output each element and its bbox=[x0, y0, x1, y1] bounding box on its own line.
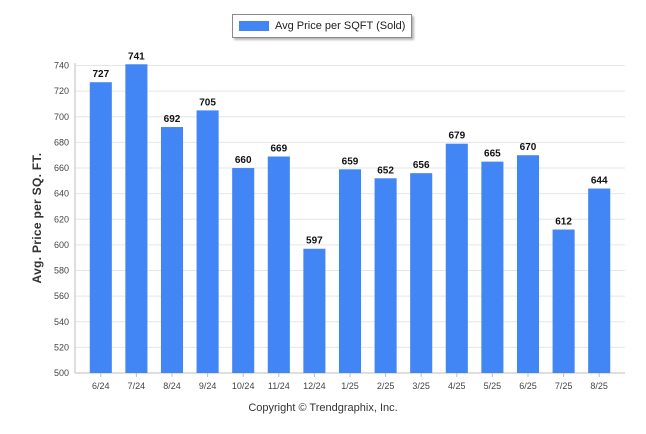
y-tick-label: 540 bbox=[54, 317, 69, 327]
x-tick-label: 11/24 bbox=[268, 381, 290, 391]
bar-value-label: 660 bbox=[235, 155, 252, 166]
bar-value-label: 669 bbox=[270, 144, 287, 155]
y-tick-label: 680 bbox=[54, 137, 69, 147]
x-tick-label: 3/25 bbox=[412, 381, 430, 391]
x-tick-label: 8/24 bbox=[163, 381, 181, 391]
bar bbox=[160, 127, 184, 373]
x-tick-label: 7/24 bbox=[128, 381, 146, 391]
x-tick-label: 6/24 bbox=[92, 381, 110, 391]
x-tick-label: 10/24 bbox=[232, 381, 255, 391]
x-tick-label: 2/25 bbox=[377, 381, 395, 391]
bar bbox=[196, 110, 219, 373]
bar-value-label: 652 bbox=[377, 165, 394, 176]
bar-value-label: 659 bbox=[342, 156, 359, 167]
bar bbox=[552, 229, 575, 373]
bar-value-label: 692 bbox=[164, 114, 181, 125]
y-tick-label: 660 bbox=[54, 163, 69, 173]
bar-value-label: 670 bbox=[520, 142, 537, 153]
x-tick-label: 7/25 bbox=[555, 381, 573, 391]
bar bbox=[232, 168, 255, 373]
y-tick-label: 560 bbox=[54, 291, 69, 301]
legend-label: Avg Price per SQFT (Sold) bbox=[275, 20, 406, 32]
y-tick-label: 620 bbox=[54, 214, 69, 224]
y-tick-label: 740 bbox=[54, 61, 69, 71]
x-tick-label: 4/25 bbox=[448, 381, 466, 391]
bar-value-label: 705 bbox=[199, 97, 216, 108]
x-tick-label: 8/25 bbox=[590, 381, 608, 391]
bar bbox=[445, 143, 468, 373]
chart-legend: Avg Price per SQFT (Sold) bbox=[232, 14, 412, 38]
y-tick-label: 520 bbox=[54, 342, 69, 352]
bar bbox=[588, 188, 611, 373]
x-tick-label: 1/25 bbox=[341, 381, 359, 391]
bar-value-label: 665 bbox=[484, 149, 501, 160]
bar bbox=[338, 169, 362, 373]
bar bbox=[410, 173, 433, 373]
bar bbox=[125, 64, 148, 373]
legend-swatch bbox=[239, 21, 269, 31]
bar-value-label: 679 bbox=[448, 131, 465, 142]
y-tick-label: 700 bbox=[54, 112, 69, 122]
y-tick-label: 600 bbox=[54, 240, 69, 250]
y-tick-label: 500 bbox=[54, 368, 69, 378]
bar bbox=[89, 82, 112, 373]
bar bbox=[481, 161, 504, 373]
y-tick-label: 580 bbox=[54, 266, 69, 276]
bar bbox=[267, 156, 290, 373]
bar-value-label: 597 bbox=[306, 236, 323, 247]
x-tick-label: 9/24 bbox=[199, 381, 217, 391]
bar-value-label: 741 bbox=[128, 51, 145, 62]
y-tick-label: 640 bbox=[54, 189, 69, 199]
copyright-text: Copyright © Trendgraphix, Inc. bbox=[248, 402, 398, 414]
bar-value-label: 612 bbox=[555, 217, 572, 228]
bar-value-label: 644 bbox=[591, 176, 608, 187]
bar bbox=[516, 155, 540, 373]
bar-value-label: 656 bbox=[413, 160, 430, 171]
bar-value-label: 727 bbox=[92, 69, 109, 80]
y-tick-label: 720 bbox=[54, 86, 69, 96]
x-tick-label: 12/24 bbox=[303, 381, 326, 391]
bar bbox=[303, 248, 326, 373]
bar bbox=[374, 178, 397, 373]
x-tick-label: 6/25 bbox=[519, 381, 537, 391]
x-tick-label: 5/25 bbox=[484, 381, 502, 391]
